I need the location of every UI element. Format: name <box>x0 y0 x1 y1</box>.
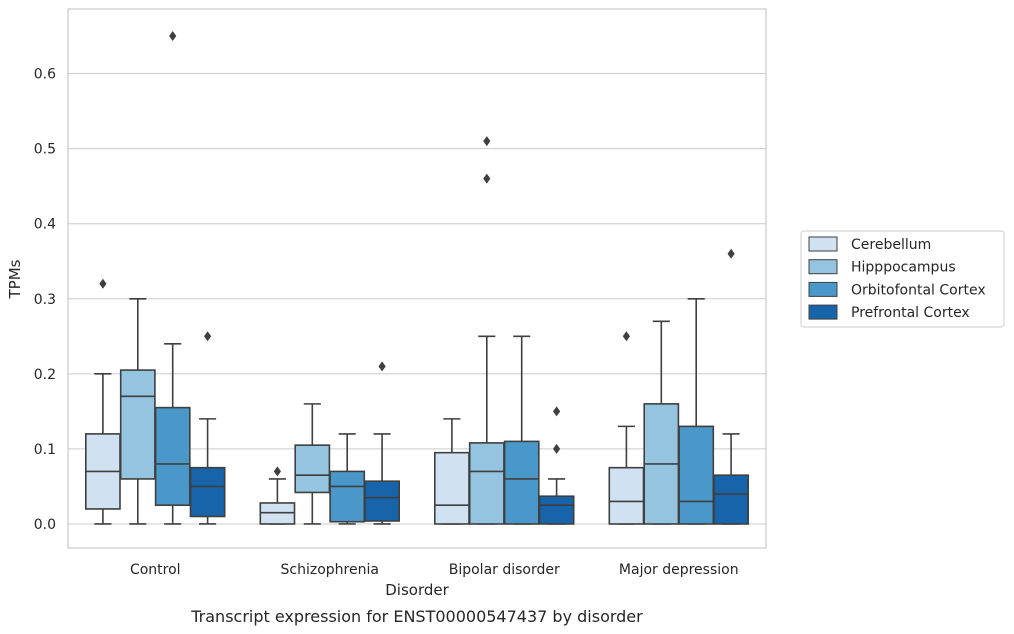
x-tick-label: Schizophrenia <box>281 562 379 578</box>
legend-swatch <box>808 236 838 252</box>
x-tick-label: Bipolar disorder <box>449 562 560 578</box>
y-axis-label: TPMs <box>6 259 24 299</box>
box-body <box>189 466 226 518</box>
box-3-3 <box>713 248 750 525</box>
box-2-0 <box>154 31 191 525</box>
x-tick-label: Major depression <box>619 562 739 578</box>
outlier-point <box>553 443 561 454</box>
box-1-1 <box>294 403 331 525</box>
box-0-1 <box>259 466 296 525</box>
box-body <box>433 451 470 525</box>
legend-label: Orbitofontal Cortex <box>851 282 986 298</box>
legend-label: Prefrontal Cortex <box>851 305 970 321</box>
legend: Cerebellum Hipppocampus Orbitofontal Corte… <box>800 230 1005 328</box>
outlier-point <box>622 331 630 342</box>
box-body <box>678 425 715 525</box>
box-1-3 <box>643 320 680 525</box>
box-2-1 <box>329 433 366 525</box>
x-axis-ticks: Control Schizophrenia Bipolar disorder Majo… <box>130 562 739 578</box>
outlier-point <box>378 361 386 372</box>
outlier-point <box>273 466 281 477</box>
box-body <box>713 474 750 525</box>
box-2-3 <box>678 297 715 525</box>
legend-frame <box>800 230 1005 328</box>
y-tick-label: 0.1 <box>34 442 56 458</box>
outlier-point <box>553 406 561 417</box>
y-tick-label: 0.4 <box>34 217 56 233</box>
outlier-point <box>727 248 735 259</box>
box-body <box>154 406 191 507</box>
box-body <box>538 495 575 525</box>
y-axis-ticks: 0.0 0.1 0.2 0.3 0.4 0.5 0.6 <box>34 67 56 533</box>
box-0-3 <box>608 331 645 525</box>
box-3-1 <box>364 361 401 525</box>
box-1-0 <box>119 297 156 525</box>
outlier-point <box>483 173 491 184</box>
y-tick-label: 0.0 <box>34 517 56 533</box>
outlier-point <box>204 331 212 342</box>
plot-area-border <box>67 8 767 549</box>
box-body <box>468 442 505 525</box>
x-axis-label: Disorder <box>385 581 449 599</box>
box-series <box>84 31 750 525</box>
box-body <box>608 466 645 525</box>
y-tick-label: 0.2 <box>34 367 56 383</box>
box-body <box>294 444 331 494</box>
y-tick-label: 0.3 <box>34 292 56 308</box>
box-body <box>119 369 156 480</box>
legend-swatch <box>808 304 838 320</box>
box-1-2 <box>468 136 505 525</box>
y-tick-label: 0.5 <box>34 142 56 158</box>
legend-swatch <box>808 281 838 297</box>
box-3-2 <box>538 406 575 525</box>
box-body <box>364 480 401 522</box>
box-2-2 <box>503 335 540 525</box>
legend-label: Cerebellum <box>851 237 931 253</box>
y-tick-label: 0.6 <box>34 67 56 83</box>
box-body <box>503 440 540 525</box>
x-tick-label: Control <box>130 562 181 578</box>
box-0-2 <box>433 418 470 525</box>
box-body <box>329 470 366 523</box>
legend-label: Hipppocampus <box>851 260 956 276</box>
outlier-point <box>483 136 491 147</box>
outlier-point <box>169 31 177 42</box>
outlier-point <box>99 278 107 289</box>
chart-caption: Transcript expression for ENST0000054743… <box>190 607 643 626</box>
box-3-0 <box>189 331 226 525</box>
legend-swatch <box>808 259 838 275</box>
